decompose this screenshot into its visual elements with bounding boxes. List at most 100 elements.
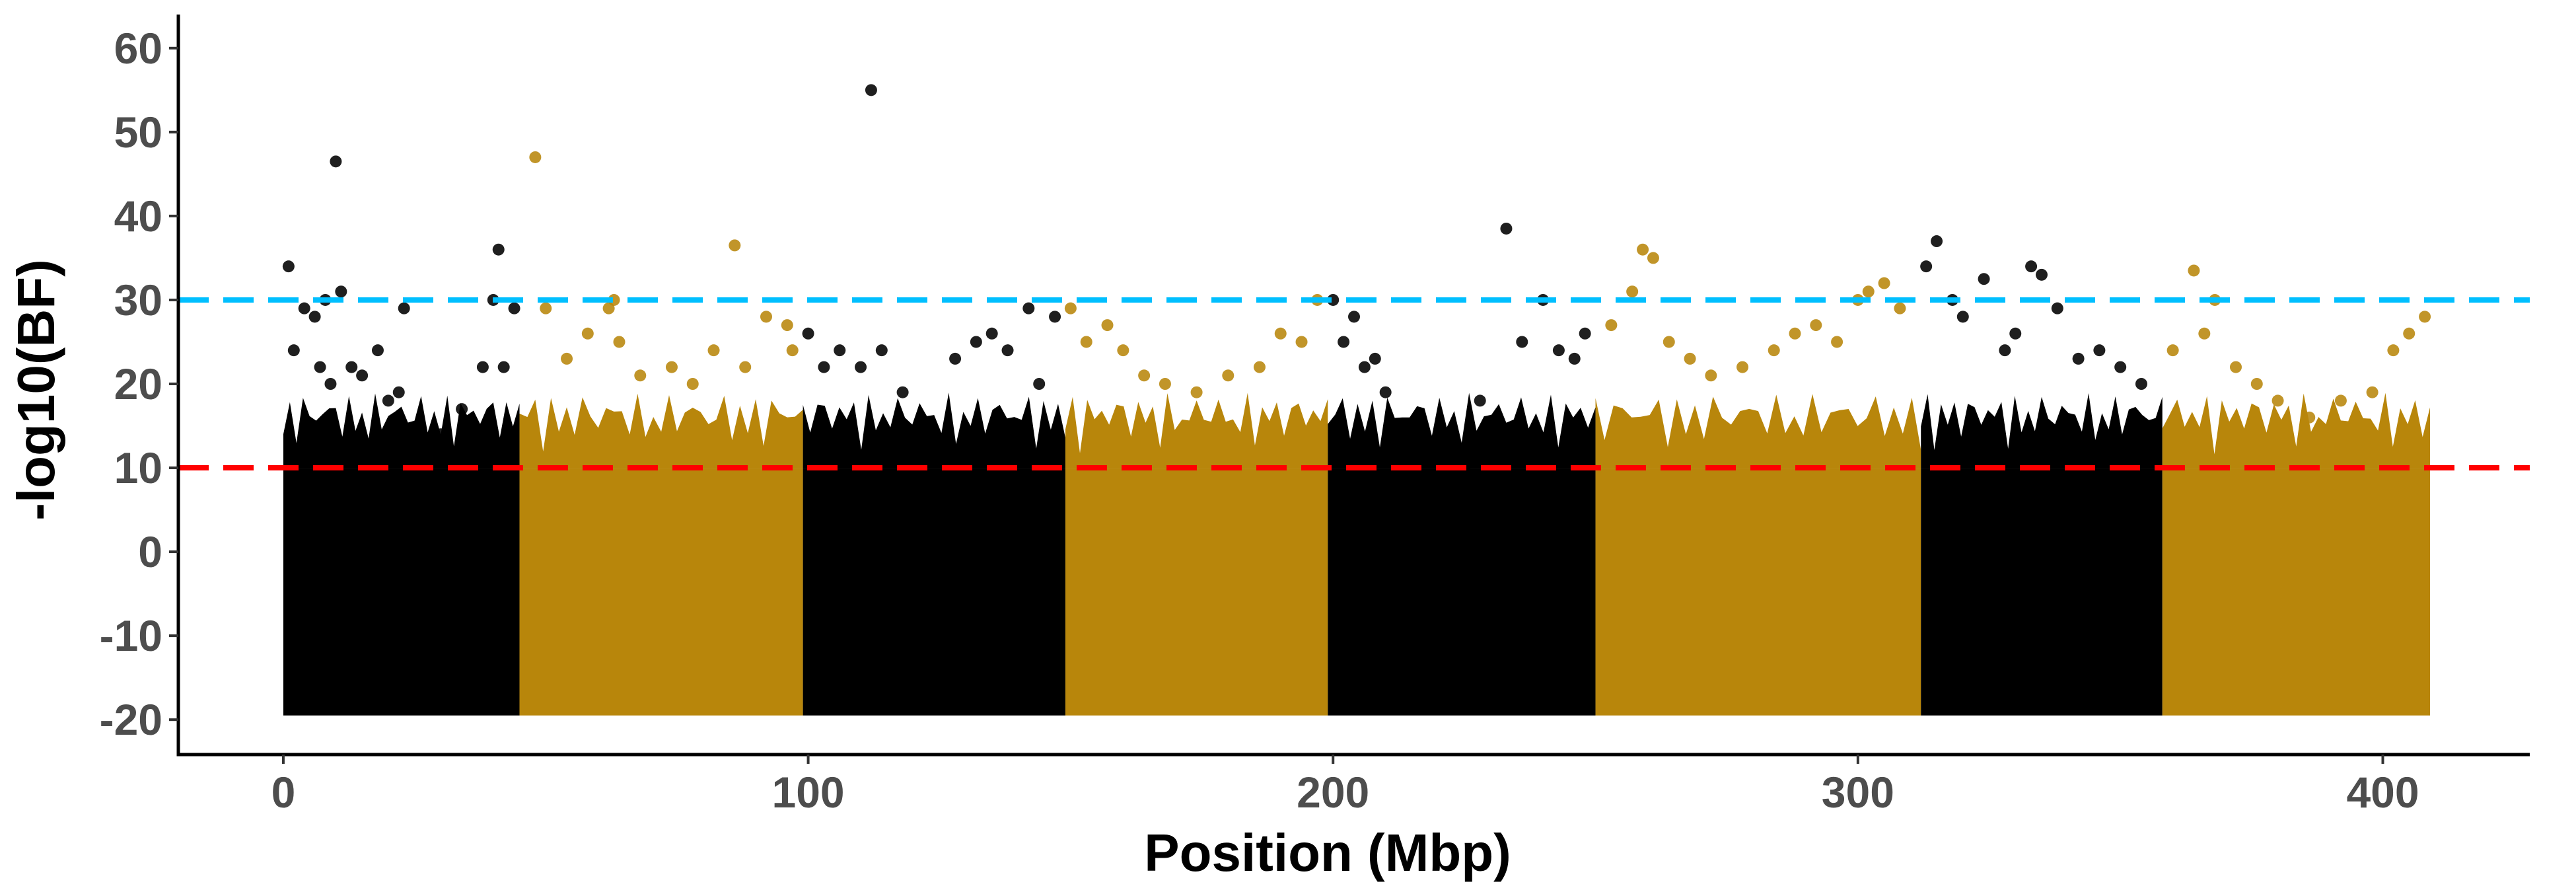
y-axis-title: -log10(BF): [7, 259, 65, 521]
point-0-14: [398, 302, 410, 315]
point-1-43: [1894, 302, 1906, 315]
point-0-53: [1568, 352, 1581, 365]
point-1-19: [1117, 344, 1129, 357]
point-0-17: [456, 403, 468, 416]
point-0-54: [1579, 327, 1591, 340]
point-0-20: [492, 243, 505, 256]
chromosome-band-3: [803, 468, 1065, 716]
y-tick-label--10: -10: [100, 611, 162, 660]
point-1-51: [2303, 411, 2316, 424]
chromosome-band-top-7: [1921, 392, 2163, 468]
point-0-55: [1920, 260, 1933, 273]
y-tick-label--20: -20: [100, 695, 162, 744]
point-1-53: [2366, 386, 2379, 398]
point-0-31: [949, 352, 962, 365]
point-1-33: [1684, 352, 1696, 365]
chromosome-band-1: [283, 468, 520, 716]
point-1-21: [1159, 378, 1171, 390]
point-1-0: [529, 151, 542, 163]
point-0-43: [1379, 386, 1392, 398]
point-1-12: [739, 361, 752, 373]
point-1-7: [634, 369, 647, 382]
point-0-67: [2114, 361, 2127, 373]
chromosome-band-6: [1595, 468, 1921, 716]
point-0-30: [917, 428, 930, 441]
x-tick-label-200: 200: [1297, 768, 1369, 817]
point-0-11: [371, 344, 384, 357]
y-tick-label-50: 50: [114, 108, 162, 157]
point-1-22: [1190, 386, 1203, 398]
point-0-29: [896, 386, 909, 398]
point-1-6: [613, 336, 626, 348]
point-1-48: [2230, 361, 2242, 373]
point-0-39: [1338, 336, 1350, 348]
point-1-35: [1736, 361, 1749, 373]
point-1-23: [1222, 369, 1234, 382]
chromosome-band-5: [1328, 468, 1596, 716]
x-tick-label-300: 300: [1822, 768, 1894, 817]
point-1-16: [1064, 302, 1077, 315]
point-0-59: [1978, 273, 1990, 285]
point-1-31: [1647, 252, 1659, 264]
point-1-52: [2334, 394, 2347, 407]
point-0-66: [2093, 344, 2106, 357]
point-0-18: [476, 361, 489, 373]
point-0-56: [1931, 235, 1943, 248]
point-0-34: [1001, 344, 1014, 357]
point-0-45: [1416, 445, 1429, 457]
point-1-1: [540, 302, 552, 315]
y-tick-label-40: 40: [114, 192, 162, 241]
chromosome-band-4: [1065, 468, 1328, 716]
chromosome-band-top-6: [1595, 394, 1921, 468]
point-0-26: [855, 361, 867, 373]
point-0-40: [1348, 311, 1360, 323]
point-0-16: [435, 428, 447, 441]
point-1-9: [686, 378, 699, 390]
point-0-28: [875, 344, 888, 357]
point-1-15: [786, 344, 799, 357]
point-0-46: [1432, 436, 1445, 449]
point-0-2: [298, 302, 310, 315]
point-0-15: [413, 420, 426, 432]
point-0-23: [802, 327, 814, 340]
point-0-52: [1552, 344, 1565, 357]
point-1-41: [1862, 285, 1875, 298]
point-1-46: [2198, 327, 2211, 340]
point-1-17: [1080, 336, 1092, 348]
point-1-3: [581, 327, 594, 340]
point-0-62: [2025, 260, 2038, 273]
point-0-41: [1358, 361, 1371, 373]
point-0-0: [282, 260, 295, 273]
point-1-5: [608, 293, 620, 306]
point-0-4: [314, 361, 326, 373]
x-axis-title: Position (Mbp): [1144, 823, 1511, 882]
chromosome-band-7: [1921, 468, 2163, 716]
point-0-58: [1956, 311, 1969, 323]
point-0-37: [1049, 311, 1061, 323]
y-tick-label-10: 10: [114, 443, 162, 492]
x-axis: 0 100 200 300 400: [271, 755, 2419, 817]
data-points: [282, 84, 2431, 474]
point-1-44: [2166, 344, 2179, 357]
point-1-30: [1637, 243, 1649, 256]
point-0-65: [2072, 352, 2085, 365]
point-0-22: [508, 302, 520, 315]
point-1-29: [1626, 285, 1639, 298]
chromosome-band-top-1: [283, 393, 520, 468]
point-1-11: [729, 239, 741, 252]
point-1-25: [1274, 327, 1287, 340]
point-0-25: [834, 344, 846, 357]
point-1-28: [1605, 319, 1618, 332]
chromosome-band-top-4: [1065, 392, 1328, 468]
point-0-49: [1500, 222, 1513, 235]
point-0-35: [1022, 302, 1035, 315]
point-0-13: [392, 386, 405, 398]
point-1-32: [1663, 336, 1675, 348]
point-0-60: [1999, 344, 2011, 357]
x-tick-label-100: 100: [772, 768, 845, 817]
point-1-54: [2387, 344, 2400, 357]
point-1-18: [1101, 319, 1114, 332]
point-1-56: [2419, 311, 2431, 323]
chromosome-bands: [283, 392, 2431, 716]
